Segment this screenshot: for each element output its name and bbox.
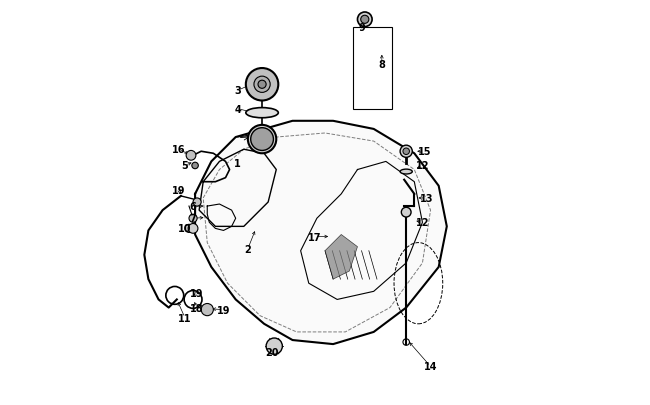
Polygon shape [325, 235, 358, 279]
Circle shape [254, 77, 270, 93]
Circle shape [193, 198, 201, 207]
Text: 12: 12 [416, 161, 429, 171]
Text: 12: 12 [416, 218, 429, 228]
Text: 11: 11 [178, 313, 192, 323]
Text: 18: 18 [190, 303, 204, 313]
Circle shape [361, 16, 369, 24]
Text: 9: 9 [358, 23, 365, 33]
Circle shape [189, 215, 197, 223]
Text: 8: 8 [378, 60, 385, 70]
Text: 3: 3 [235, 86, 241, 96]
Text: 15: 15 [418, 147, 431, 157]
Polygon shape [195, 122, 447, 344]
Circle shape [192, 163, 198, 169]
Text: 1: 1 [235, 159, 241, 169]
Circle shape [400, 146, 412, 158]
Circle shape [201, 304, 213, 316]
Circle shape [248, 126, 276, 154]
Text: 17: 17 [308, 232, 322, 242]
Circle shape [403, 149, 410, 155]
Text: 14: 14 [424, 362, 437, 371]
Text: 5: 5 [181, 161, 188, 171]
Circle shape [188, 224, 198, 234]
Ellipse shape [246, 109, 278, 119]
Text: 16: 16 [172, 145, 186, 155]
Circle shape [401, 208, 411, 217]
Text: 19: 19 [216, 305, 230, 315]
Text: 19: 19 [190, 289, 204, 298]
Text: 7: 7 [190, 214, 196, 224]
Circle shape [251, 128, 274, 151]
Text: 13: 13 [420, 194, 434, 203]
Bar [354, 28, 392, 109]
Ellipse shape [400, 170, 412, 175]
Text: 4: 4 [235, 104, 241, 114]
Text: 19: 19 [172, 185, 186, 195]
Circle shape [186, 151, 196, 161]
Circle shape [185, 225, 193, 233]
Circle shape [358, 13, 372, 28]
Circle shape [266, 338, 282, 354]
Circle shape [258, 81, 266, 89]
Text: 20: 20 [265, 347, 279, 357]
Text: 10: 10 [178, 224, 192, 234]
Text: 6: 6 [190, 202, 196, 211]
Text: 2: 2 [244, 244, 252, 254]
Circle shape [246, 69, 278, 101]
